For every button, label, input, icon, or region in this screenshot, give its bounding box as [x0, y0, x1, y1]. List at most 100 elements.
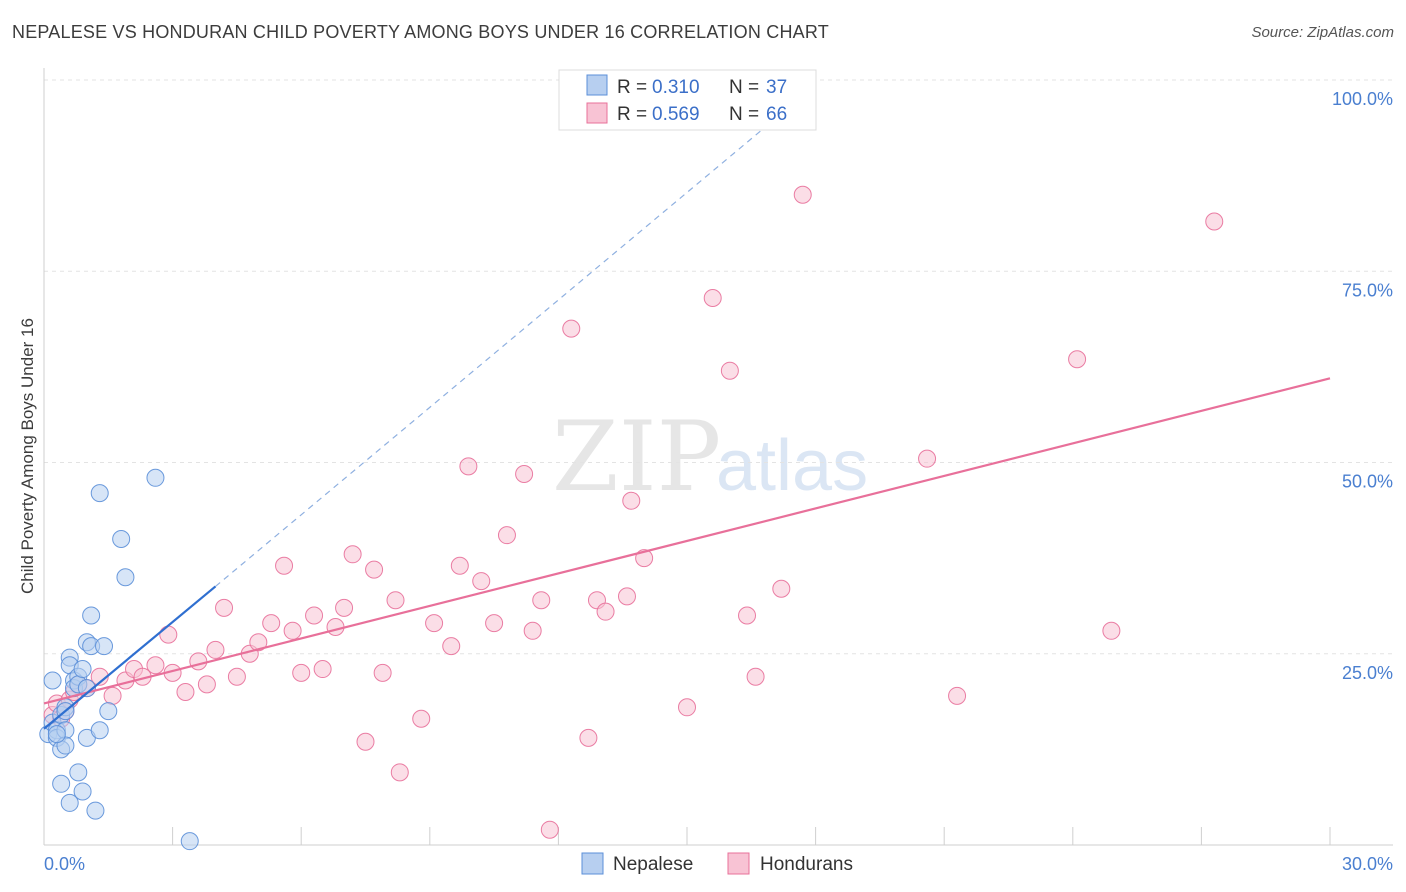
hondurans-point-67 [1102, 621, 1121, 640]
hondurans-point-31 [335, 598, 354, 617]
hondurans-point-54 [617, 587, 636, 606]
hondurans-point-48 [532, 591, 551, 610]
legend-r-value-nepalese: 0.310 [652, 77, 700, 98]
hondurans-point-53 [596, 602, 615, 621]
hondurans-point-45 [497, 526, 516, 545]
nepalese-point-12 [60, 793, 79, 812]
nepalese-point-1 [43, 671, 62, 690]
hondurans-point-50 [562, 319, 581, 338]
hondurans-point-38 [412, 709, 431, 728]
nepalese-point-27 [90, 484, 109, 503]
nepalese-point-17 [69, 763, 88, 782]
nepalese-trend-extension [215, 102, 795, 587]
hondurans-trend-line [43, 377, 1331, 705]
hondurans-point-68 [1205, 212, 1224, 231]
hondurans-point-63 [793, 185, 812, 204]
nepalese-point-31 [112, 530, 131, 548]
trend-lines [43, 102, 1331, 730]
bottom-legend-swatch-hondurans [727, 852, 750, 875]
hondurans-point-13 [146, 656, 165, 675]
hondurans-point-30 [326, 617, 345, 636]
hondurans-point-39 [425, 614, 444, 633]
legend-r-label-nepalese: R = [617, 77, 647, 98]
legend: R = 0.310 N = 37 R = 0.569 N = 66 [558, 69, 817, 131]
nepalese-point-29 [95, 637, 114, 656]
hondurans-point-9 [103, 686, 122, 705]
y-tick-label-75: 75.0% [1342, 280, 1393, 300]
hondurans-point-23 [249, 633, 268, 652]
hondurans-point-26 [283, 621, 302, 640]
hondurans-point-17 [189, 652, 208, 671]
hondurans-point-60 [738, 606, 757, 625]
bottom-legend: Nepalese Hondurans [581, 852, 853, 875]
x-tick-label-max: 30.0% [1342, 854, 1393, 874]
hondurans-point-62 [772, 579, 791, 598]
nepalese-point-34 [180, 832, 199, 851]
hondurans-point-49 [540, 820, 559, 839]
hondurans-point-34 [365, 560, 384, 579]
nepalese-point-35 [47, 725, 66, 744]
hondurans-point-41 [450, 556, 469, 575]
nepalese-point-20 [73, 782, 92, 801]
legend-swatch-nepalese [586, 74, 608, 96]
hondurans-point-57 [678, 698, 696, 717]
bottom-legend-hondurans: Hondurans [760, 854, 853, 875]
bottom-legend-swatch-nepalese [581, 852, 604, 875]
hondurans-point-32 [343, 545, 362, 564]
y-tick-label-100: 100.0% [1332, 89, 1393, 109]
hondurans-point-16 [176, 683, 195, 701]
x-tick-label-min: 0.0% [44, 854, 85, 874]
legend-r-value-hondurans: 0.569 [652, 104, 700, 125]
legend-n-value-hondurans: 66 [766, 104, 787, 125]
hondurans-point-66 [1068, 350, 1087, 369]
hondurans-point-24 [262, 614, 281, 633]
hondurans-point-59 [720, 361, 739, 380]
hondurans-point-36 [386, 591, 405, 610]
hondurans-point-19 [206, 640, 225, 659]
hondurans-point-43 [472, 572, 491, 591]
nepalese-point-19 [73, 660, 92, 679]
y-tick-labels: 100.0% 75.0% 50.0% 25.0% [1332, 89, 1393, 683]
nepalese-point-26 [86, 801, 105, 820]
hondurans-point-25 [275, 556, 294, 575]
hondurans-point-33 [356, 732, 375, 751]
gridlines [44, 79, 1393, 655]
bottom-legend-nepalese: Nepalese [613, 854, 693, 875]
hondurans-point-21 [227, 667, 246, 686]
legend-n-label-hondurans: N = [729, 104, 759, 125]
nepalese-point-32 [116, 568, 135, 587]
hondurans-point-40 [442, 637, 461, 656]
watermark-atlas: atlas [716, 426, 868, 506]
legend-n-value-nepalese: 37 [766, 77, 787, 98]
hondurans-point-35 [373, 663, 392, 682]
hondurans-point-20 [215, 598, 234, 617]
hondurans-point-27 [292, 663, 311, 682]
hondurans-point-65 [948, 686, 967, 705]
nepalese-trend-line [43, 585, 217, 730]
hondurans-point-42 [459, 457, 478, 476]
hondurans-point-18 [197, 675, 216, 694]
chart-source: Source: ZipAtlas.com [1251, 24, 1394, 41]
hondurans-point-64 [918, 449, 937, 468]
hondurans-point-58 [703, 289, 722, 308]
x-tick-labels: 0.0% 30.0% [44, 854, 1393, 874]
hondurans-point-14 [159, 625, 178, 644]
hondurans-point-55 [622, 491, 641, 510]
hondurans-point-47 [523, 621, 542, 640]
nepalese-point-33 [146, 468, 165, 487]
hondurans-point-28 [305, 606, 324, 625]
hondurans-point-44 [485, 614, 504, 633]
watermark: ZIP atlas [552, 401, 868, 513]
legend-r-label-hondurans: R = [617, 104, 647, 125]
legend-n-label-nepalese: N = [729, 77, 759, 98]
hondurans-point-61 [746, 667, 765, 686]
hondurans-point-37 [390, 763, 409, 782]
nepalese-point-28 [90, 721, 109, 740]
y-tick-label-25: 25.0% [1342, 663, 1393, 683]
nepalese-point-5 [52, 774, 71, 793]
nepalese-point-30 [99, 702, 118, 721]
hondurans-point-46 [515, 464, 534, 483]
hondurans-point-51 [579, 728, 598, 747]
hondurans-point-29 [313, 660, 332, 679]
